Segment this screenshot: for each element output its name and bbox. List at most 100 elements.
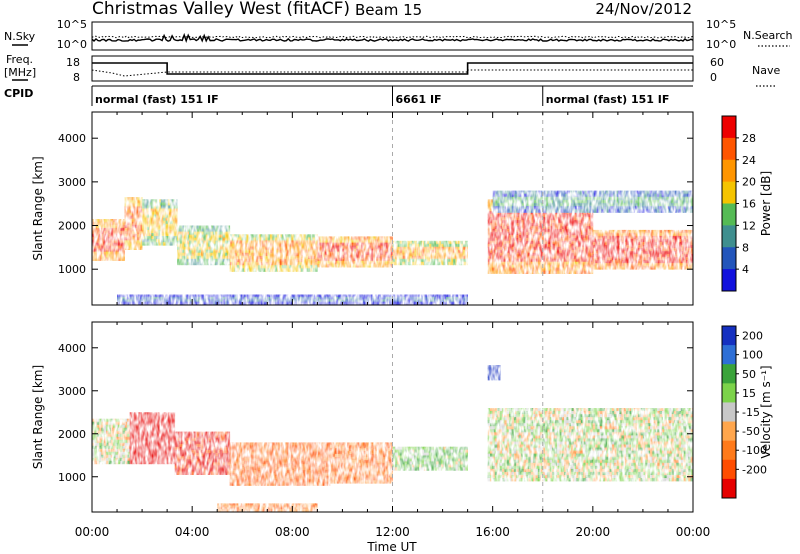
data-cell bbox=[208, 301, 212, 305]
data-cell bbox=[559, 264, 563, 269]
data-cell bbox=[248, 255, 252, 260]
data-cell bbox=[566, 270, 570, 274]
data-cell bbox=[122, 221, 125, 226]
data-cell bbox=[555, 203, 559, 207]
data-cell bbox=[572, 203, 576, 207]
data-cell bbox=[99, 442, 102, 447]
data-cell bbox=[163, 226, 166, 231]
data-cell bbox=[535, 270, 539, 274]
data-cell bbox=[661, 200, 665, 204]
data-cell bbox=[676, 235, 680, 240]
data-cell bbox=[370, 254, 374, 259]
data-cell bbox=[149, 239, 152, 243]
data-cell bbox=[613, 196, 617, 201]
data-cell bbox=[564, 223, 567, 227]
data-cell bbox=[450, 261, 454, 266]
data-cell bbox=[528, 258, 532, 263]
data-cell bbox=[662, 266, 665, 270]
data-cell bbox=[142, 236, 145, 240]
data-cell bbox=[678, 266, 682, 270]
data-cell bbox=[524, 209, 527, 213]
data-cell bbox=[129, 209, 133, 213]
data-cell bbox=[424, 299, 428, 303]
data-cell bbox=[243, 243, 247, 247]
data-cell bbox=[623, 260, 627, 264]
data-cell bbox=[205, 231, 209, 235]
data-cell bbox=[591, 200, 595, 204]
data-cell bbox=[683, 266, 687, 270]
data-cell bbox=[275, 294, 279, 298]
data-cell bbox=[424, 243, 427, 248]
data-cell bbox=[579, 206, 583, 210]
data-cell bbox=[525, 267, 529, 271]
data-cell bbox=[359, 299, 363, 303]
data-cell bbox=[385, 251, 388, 256]
data-cell bbox=[390, 294, 394, 298]
data-cell bbox=[416, 246, 420, 251]
data-cell bbox=[313, 301, 317, 305]
data-cell bbox=[521, 214, 524, 218]
data-cell bbox=[288, 240, 292, 244]
data-cell bbox=[220, 240, 223, 244]
data-cell bbox=[554, 264, 558, 269]
data-cell bbox=[504, 211, 508, 215]
data-cell bbox=[327, 260, 330, 265]
data-cell bbox=[535, 249, 539, 254]
data-cell bbox=[540, 249, 543, 254]
data-cell bbox=[348, 257, 352, 262]
data-cell bbox=[117, 418, 121, 423]
data-cell bbox=[94, 242, 97, 247]
data-cell bbox=[628, 260, 632, 264]
data-cell bbox=[525, 255, 529, 260]
data-cell bbox=[191, 234, 195, 238]
data-cell bbox=[205, 296, 209, 300]
data-cell bbox=[492, 211, 496, 215]
data-cell bbox=[115, 224, 118, 229]
data-cell bbox=[571, 237, 575, 242]
data-cell bbox=[157, 301, 161, 305]
data-cell bbox=[365, 264, 369, 268]
data-cell bbox=[232, 259, 235, 263]
data-cell bbox=[431, 261, 435, 266]
data-cell bbox=[631, 242, 634, 246]
data-cell bbox=[304, 296, 308, 300]
data-cell bbox=[334, 257, 338, 262]
data-cell bbox=[293, 262, 297, 266]
data-cell bbox=[203, 246, 207, 251]
data-cell bbox=[673, 245, 677, 249]
data-cell bbox=[635, 242, 639, 246]
data-cell bbox=[119, 296, 123, 300]
data-cell bbox=[600, 248, 603, 252]
data-cell bbox=[571, 261, 575, 266]
data-cell bbox=[649, 206, 653, 210]
data-cell bbox=[383, 301, 387, 305]
data-cell bbox=[205, 294, 209, 298]
data-cell bbox=[600, 254, 603, 258]
data-cell bbox=[518, 229, 522, 233]
data-cell bbox=[402, 261, 405, 266]
data-cell bbox=[101, 248, 104, 252]
data-cell bbox=[127, 212, 130, 217]
data-cell bbox=[365, 257, 369, 262]
data-cell bbox=[666, 232, 670, 237]
data-cell bbox=[525, 211, 529, 215]
data-cell bbox=[300, 243, 304, 247]
data-cell bbox=[664, 232, 668, 237]
data-cell bbox=[606, 206, 609, 210]
data-cell bbox=[462, 246, 466, 251]
data-cell bbox=[564, 211, 567, 215]
data-cell bbox=[260, 237, 264, 241]
data-cell bbox=[213, 237, 216, 241]
data-cell bbox=[564, 220, 567, 224]
data-cell bbox=[579, 196, 583, 201]
data-cell bbox=[112, 219, 116, 223]
data-cell bbox=[106, 219, 109, 223]
data-cell bbox=[547, 261, 551, 266]
data-cell bbox=[210, 228, 214, 232]
data-cell bbox=[502, 246, 505, 251]
data-cell bbox=[514, 264, 517, 269]
data-cell bbox=[404, 249, 408, 254]
data-cell bbox=[210, 249, 214, 254]
data-cell bbox=[597, 242, 601, 246]
data-cell bbox=[573, 235, 577, 239]
